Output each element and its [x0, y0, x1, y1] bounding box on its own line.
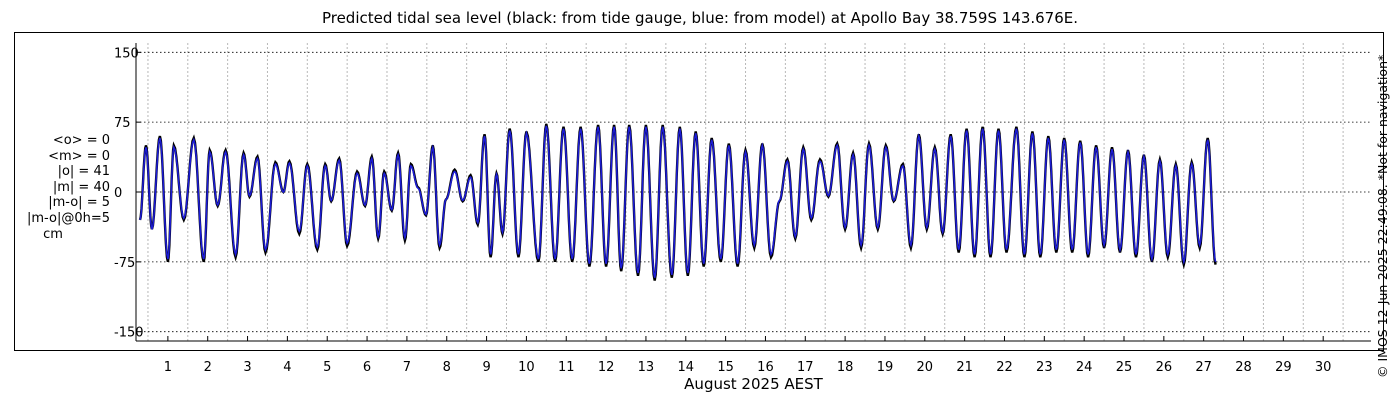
x-axis-label: August 2025 AEST	[684, 375, 823, 393]
copyright-credit: © IMOS 12-Jun-2025 22:49:08. *Not for na…	[1375, 54, 1390, 378]
x-tick-label: 21	[956, 360, 973, 375]
x-tick-label: 28	[1235, 360, 1252, 375]
y-tick-label: 150	[114, 46, 139, 61]
x-tick-label: 12	[598, 360, 615, 375]
x-tick-label: 22	[996, 360, 1013, 375]
series-lines	[138, 123, 1217, 281]
stat-mean-model: <m> = 0	[48, 148, 110, 164]
model-series-line	[139, 125, 1217, 278]
x-tick-label: 30	[1315, 360, 1332, 375]
chart-title: Predicted tidal sea level (black: from t…	[321, 9, 1079, 27]
stat-abs-model: |m| = 40	[52, 179, 110, 195]
x-tick-label: 1	[164, 360, 172, 375]
x-tick-label: 17	[797, 360, 814, 375]
x-tick-label: 6	[363, 360, 371, 375]
grid-lines	[136, 43, 1371, 341]
x-tick-label: 19	[877, 360, 894, 375]
x-tick-label: 7	[403, 360, 411, 375]
y-tick-label: -75	[114, 256, 135, 271]
stat-abs-diff: |m-o| = 5	[48, 195, 110, 211]
x-tick-label: 18	[837, 360, 854, 375]
x-tick-label: 14	[678, 360, 695, 375]
x-tick-label: 15	[717, 360, 734, 375]
x-tick-label: 24	[1076, 360, 1093, 375]
x-tick-label: 3	[243, 360, 251, 375]
x-tick-label: 20	[917, 360, 934, 375]
x-tick-label: 11	[558, 360, 575, 375]
y-tick-label: -150	[114, 326, 144, 341]
stat-abs-diff-0h: |m-o|@0h=5	[27, 210, 110, 226]
x-tick-label: 27	[1195, 360, 1212, 375]
plot-frame	[14, 32, 1384, 351]
x-tick-label: 4	[283, 360, 291, 375]
y-tick-label: 75	[114, 116, 131, 131]
x-tick-label: 2	[204, 360, 212, 375]
x-tick-label: 26	[1156, 360, 1173, 375]
x-tick-label: 25	[1116, 360, 1133, 375]
stat-mean-obs: <o> = 0	[52, 133, 110, 148]
y-tick-label: 0	[114, 186, 122, 201]
x-tick-label: 13	[638, 360, 655, 375]
x-tick-label: 8	[443, 360, 451, 375]
stats-panel: <o> = 0 <m> = 0 |o| = 41 |m| = 40 |m-o| …	[14, 133, 110, 242]
x-tick-label: 29	[1275, 360, 1292, 375]
x-tick-label: 9	[482, 360, 490, 375]
x-tick-label: 16	[757, 360, 774, 375]
x-tick-label: 23	[1036, 360, 1053, 375]
x-tick-label: 5	[323, 360, 331, 375]
x-tick-label: 10	[518, 360, 535, 375]
stat-unit: cm	[43, 226, 63, 242]
stat-abs-obs: |o| = 41	[57, 164, 110, 180]
